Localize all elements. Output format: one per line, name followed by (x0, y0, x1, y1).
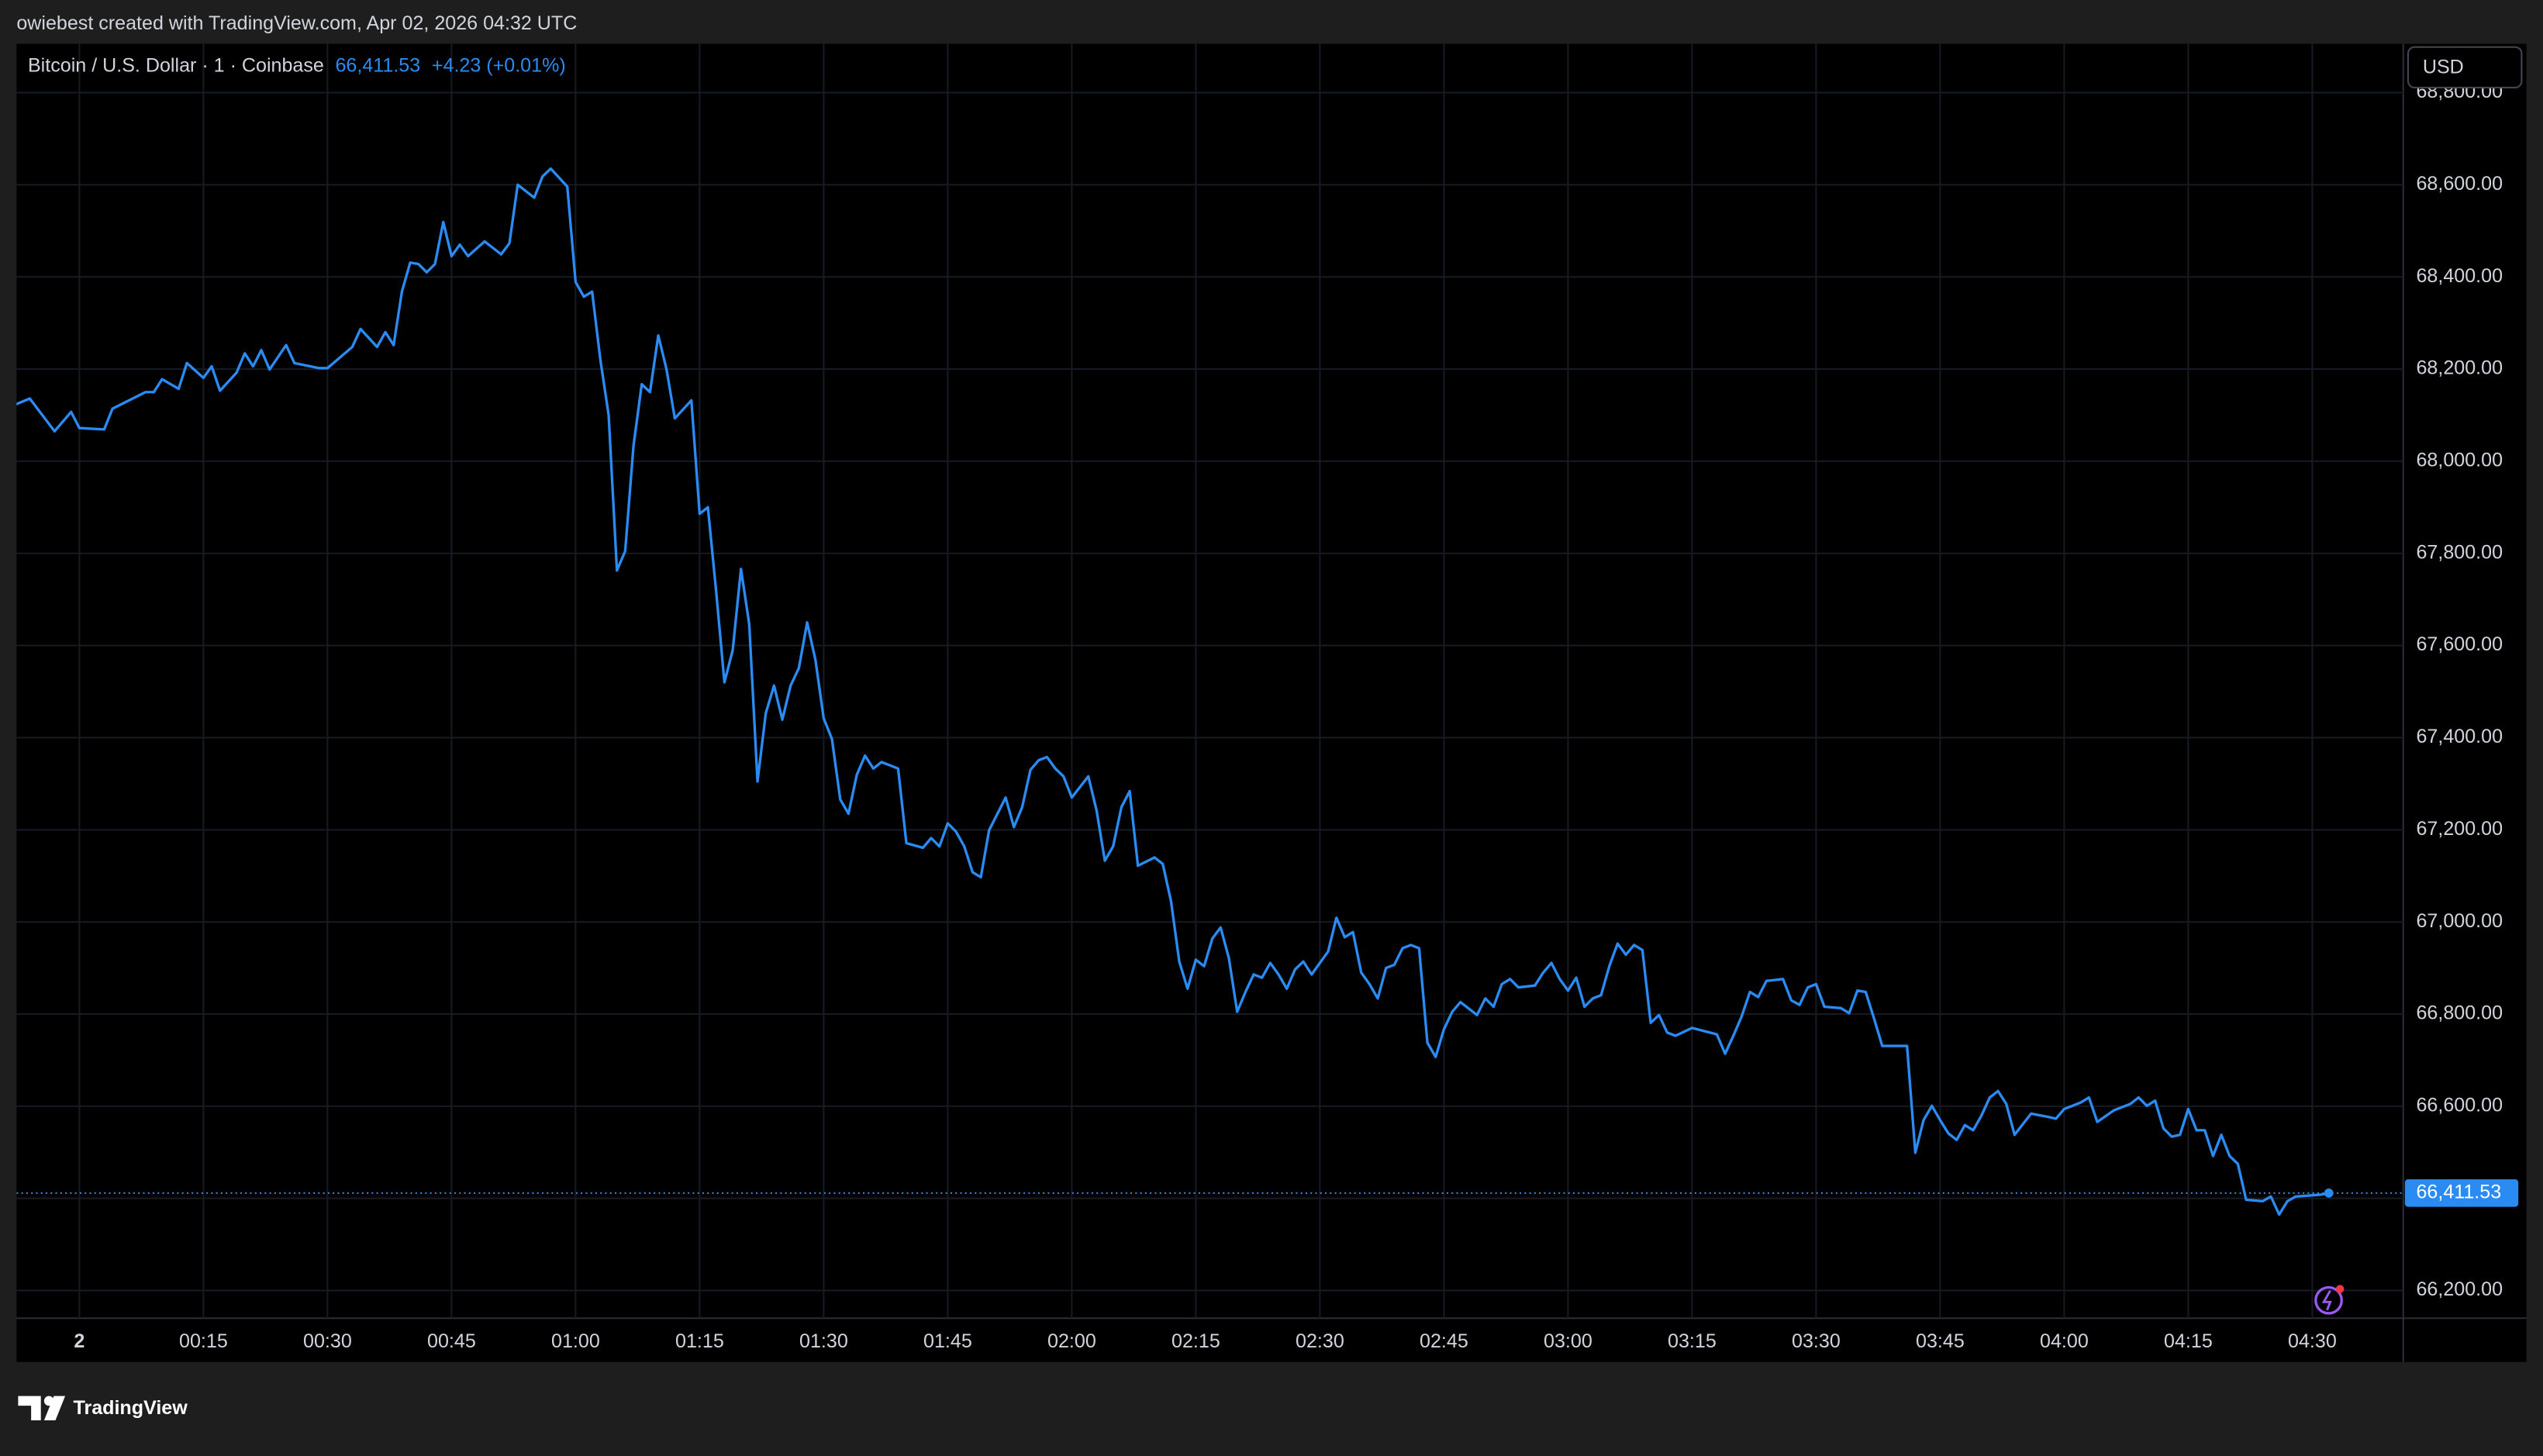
grid (16, 43, 2403, 1319)
logo: TradingView (18, 1396, 188, 1420)
x-tick-label: 03:30 (1792, 1330, 1841, 1352)
x-tick-label: 00:30 (303, 1330, 352, 1352)
x-tick-label: 03:45 (1916, 1330, 1965, 1352)
legend-symbol: Bitcoin / U.S. Dollar · 1 · Coinbase (28, 54, 324, 76)
x-tick-label: 01:00 (551, 1330, 600, 1352)
x-tick-label: 01:30 (799, 1330, 848, 1352)
x-tick-label: 02:45 (1420, 1330, 1468, 1352)
y-tick-label: 67,000.00 (2416, 910, 2503, 932)
x-tick-label: 01:45 (923, 1330, 972, 1352)
x-tick-label: 02:00 (1047, 1330, 1096, 1352)
y-tick-label: 68,600.00 (2416, 173, 2503, 195)
y-tick-label: 68,200.00 (2416, 357, 2503, 379)
chart-background (16, 43, 2527, 1362)
x-tick-label: 01:15 (675, 1330, 724, 1352)
x-tick-label: 04:00 (2040, 1330, 2089, 1352)
last-point (2324, 1189, 2334, 1198)
x-tick-label: 04:30 (2288, 1330, 2337, 1352)
legend: Bitcoin / U.S. Dollar · 1 · Coinbase 66,4… (28, 54, 566, 76)
y-tick-label: 68,400.00 (2416, 265, 2503, 287)
legend-price: 66,411.53 (335, 54, 420, 76)
last-price-badge (2404, 1179, 2519, 1207)
logo-mark (18, 1396, 41, 1420)
last-price-label: 66,411.53 (2416, 1181, 2501, 1202)
y-tick-label: 66,800.00 (2416, 1002, 2503, 1024)
y-tick-label: 66,600.00 (2416, 1094, 2503, 1116)
x-tick-label: 2 (74, 1330, 85, 1352)
icon-bolt (2321, 1289, 2332, 1311)
y-tick-label: 67,800.00 (2416, 541, 2503, 563)
logo-text: TradingView (74, 1397, 188, 1419)
assistant-icon[interactable] (2314, 1285, 2345, 1315)
logo-mark (43, 1396, 66, 1420)
y-tick-label: 67,600.00 (2416, 633, 2503, 655)
currency-label[interactable]: USD (2423, 56, 2464, 78)
x-tick-label: 03:00 (1544, 1330, 1592, 1352)
currency-button[interactable] (2407, 46, 2523, 88)
attribution: owiebest created with TradingView.com, A… (16, 12, 577, 34)
x-tick-label: 00:15 (179, 1330, 228, 1352)
legend-change: +4.23 (+0.01%) (432, 54, 566, 76)
plot (16, 167, 2403, 1216)
x-tick-label: 03:15 (1668, 1330, 1717, 1352)
x-tick-label: 00:45 (427, 1330, 476, 1352)
y-tick-label: 66,200.00 (2416, 1278, 2503, 1300)
price-line (16, 167, 2330, 1216)
x-tick-label: 02:15 (1171, 1330, 1220, 1352)
x-tick-label: 04:15 (2164, 1330, 2213, 1352)
y-tick-label: 68,000.00 (2416, 450, 2503, 471)
y-tick-label: 67,400.00 (2416, 726, 2503, 747)
axis-labels: 66,200.0066,400.0066,600.0066,800.0067,0… (74, 81, 2519, 1352)
icon-dot (2335, 1285, 2345, 1293)
x-tick-label: 02:30 (1296, 1330, 1344, 1352)
icon-ring (2314, 1285, 2343, 1315)
y-tick-label: 67,200.00 (2416, 818, 2503, 840)
